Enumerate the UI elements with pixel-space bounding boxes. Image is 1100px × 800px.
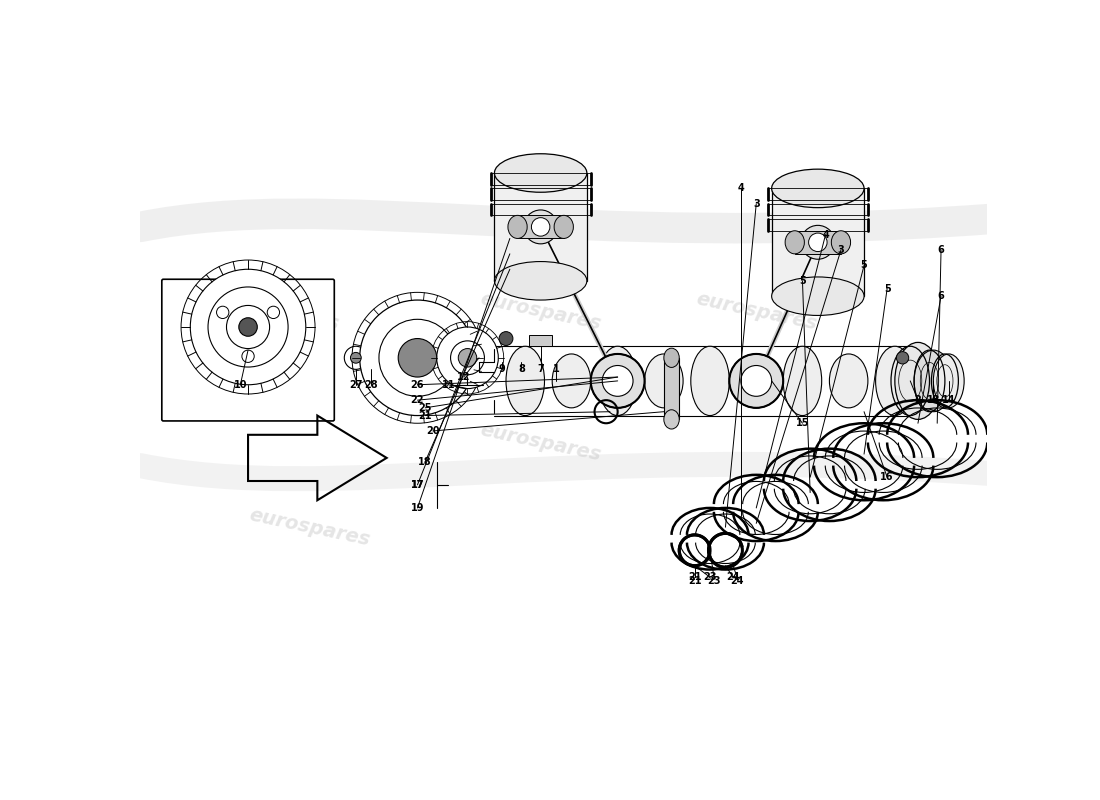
Circle shape [208, 287, 288, 367]
Circle shape [451, 341, 484, 374]
Bar [495, 173, 587, 281]
Text: 24: 24 [730, 576, 744, 586]
Text: 16: 16 [880, 472, 894, 482]
Text: 22: 22 [410, 395, 425, 405]
Text: 23: 23 [703, 572, 717, 582]
Circle shape [360, 300, 475, 415]
Text: 25: 25 [418, 403, 432, 413]
Circle shape [217, 306, 229, 318]
Text: 27: 27 [349, 380, 363, 390]
Circle shape [591, 354, 645, 408]
Text: 5: 5 [883, 283, 891, 294]
Text: 4: 4 [737, 183, 745, 194]
Text: eurospares: eurospares [248, 505, 372, 550]
Ellipse shape [771, 277, 865, 315]
Text: 21: 21 [688, 576, 702, 586]
Circle shape [808, 233, 827, 251]
Circle shape [603, 366, 634, 396]
Ellipse shape [554, 215, 573, 238]
Ellipse shape [914, 350, 953, 412]
Ellipse shape [933, 354, 964, 408]
Text: 6: 6 [937, 291, 945, 301]
Circle shape [531, 218, 550, 236]
Text: 3: 3 [837, 245, 845, 255]
Circle shape [896, 352, 909, 364]
Ellipse shape [783, 346, 822, 415]
Text: 5: 5 [860, 261, 868, 270]
Text: 9: 9 [498, 364, 506, 374]
Circle shape [729, 354, 783, 408]
Bar [772, 188, 865, 296]
Text: 3: 3 [752, 199, 760, 209]
Circle shape [524, 210, 558, 244]
Ellipse shape [737, 354, 775, 408]
Ellipse shape [663, 410, 680, 429]
Text: 1: 1 [552, 364, 560, 374]
Text: eurospares: eurospares [478, 420, 603, 465]
Ellipse shape [771, 169, 865, 208]
Ellipse shape [832, 230, 850, 254]
Text: 14: 14 [942, 395, 956, 405]
FancyBboxPatch shape [162, 279, 334, 421]
Text: eurospares: eurospares [478, 290, 603, 334]
Circle shape [239, 318, 257, 336]
Text: 26: 26 [410, 380, 425, 390]
Ellipse shape [894, 342, 942, 419]
Circle shape [267, 306, 279, 318]
Text: 10: 10 [233, 380, 248, 390]
Text: 20: 20 [426, 426, 440, 436]
Text: 8: 8 [518, 364, 525, 374]
Ellipse shape [829, 354, 868, 408]
Text: 28: 28 [364, 380, 378, 390]
Circle shape [242, 350, 254, 362]
Text: 12: 12 [456, 372, 471, 382]
Circle shape [437, 327, 498, 389]
Ellipse shape [495, 154, 587, 192]
Text: 21: 21 [688, 572, 702, 582]
Text: eurospares: eurospares [217, 290, 341, 334]
Circle shape [459, 349, 476, 367]
Text: 17: 17 [410, 480, 425, 490]
Text: 4: 4 [822, 230, 829, 240]
Ellipse shape [645, 354, 683, 408]
Bar [794, 230, 840, 254]
Text: 23: 23 [707, 576, 721, 586]
Circle shape [499, 332, 513, 346]
Ellipse shape [785, 230, 804, 254]
Text: 17: 17 [410, 480, 425, 490]
Circle shape [344, 346, 367, 370]
Ellipse shape [876, 346, 914, 415]
Ellipse shape [598, 346, 637, 415]
Text: 7: 7 [537, 364, 544, 374]
Bar [517, 215, 563, 238]
Text: eurospares: eurospares [694, 290, 818, 334]
Ellipse shape [552, 354, 591, 408]
Text: 11: 11 [441, 380, 455, 390]
Text: 13: 13 [926, 395, 940, 405]
Circle shape [227, 306, 270, 349]
Bar [529, 334, 552, 346]
Text: 21: 21 [418, 410, 432, 421]
Text: 19: 19 [410, 503, 425, 513]
Circle shape [801, 226, 835, 259]
Text: 15: 15 [795, 418, 810, 428]
Text: 6: 6 [937, 245, 945, 255]
Text: 24: 24 [726, 572, 740, 582]
Circle shape [741, 366, 772, 396]
Circle shape [190, 270, 306, 385]
Ellipse shape [508, 215, 527, 238]
Ellipse shape [495, 262, 587, 300]
Text: 2: 2 [914, 395, 922, 405]
Bar [663, 358, 679, 419]
Ellipse shape [506, 346, 544, 415]
Circle shape [351, 353, 361, 363]
Circle shape [398, 338, 437, 377]
Ellipse shape [663, 348, 680, 367]
Text: 5: 5 [799, 276, 806, 286]
Text: 18: 18 [418, 457, 432, 466]
Ellipse shape [691, 346, 729, 415]
Circle shape [378, 319, 455, 396]
